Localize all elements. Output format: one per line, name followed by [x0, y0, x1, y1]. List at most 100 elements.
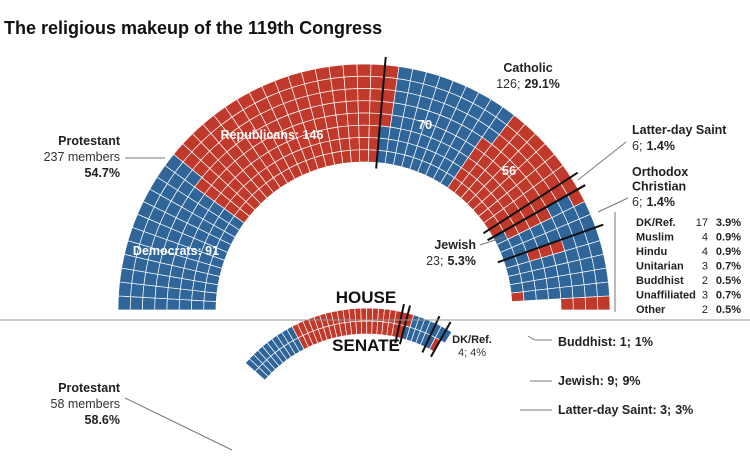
- small-group-name: Other: [636, 304, 666, 316]
- house-seat: [191, 289, 206, 302]
- house-seat: [332, 88, 347, 104]
- house-seat: [142, 284, 157, 299]
- house-seat: [118, 281, 133, 298]
- small-group-pct: 0.7%: [716, 290, 741, 302]
- house-seat: [154, 285, 169, 300]
- house-seat: [595, 281, 610, 298]
- senate-dkref-name: DK/Ref.: [452, 334, 492, 346]
- house-seat: [358, 124, 370, 138]
- senate-lds-label: Latter-day Saint: 3; 3%: [558, 403, 693, 417]
- house-seat: [349, 149, 361, 163]
- senate-seat: [355, 320, 363, 335]
- house-seat: [333, 101, 348, 116]
- senate-group-dividers: [394, 303, 452, 358]
- house-seat: [166, 287, 181, 300]
- house-jewish-name: Jewish: [434, 238, 476, 252]
- house-seat: [522, 289, 537, 302]
- house-group-dividers: [375, 56, 604, 264]
- house-seat: [358, 112, 370, 126]
- house-seat: [142, 296, 156, 311]
- house-seat: [521, 280, 536, 293]
- house-seat: [130, 282, 145, 298]
- orthodox-name: Orthodox Christian: [632, 165, 688, 194]
- house-lds-leader: [577, 141, 627, 181]
- senate-protestant-leader: [124, 397, 233, 451]
- senate-seat: [366, 307, 374, 322]
- house-seat: [348, 137, 360, 151]
- small-group-pct: 3.9%: [716, 217, 741, 229]
- democrats-label: Democrats: 91: [133, 244, 219, 258]
- republicans-label: Republicans: 146: [221, 128, 324, 142]
- small-groups-table: DK/Ref. 17 3.9% Muslim 4 0.9% Hindu 4 0.9% Unitar…: [636, 217, 741, 316]
- house-seat: [346, 112, 360, 127]
- house-protestant-pct: 54.7%: [85, 166, 120, 180]
- small-group-name: Unaffiliated: [636, 290, 696, 302]
- senate-protestant-name: Protestant: [58, 381, 121, 395]
- house-seat: [571, 284, 586, 299]
- house-protestant-name: Protestant: [58, 134, 121, 148]
- house-seat: [369, 88, 384, 102]
- senate-divider-0: [394, 303, 405, 344]
- house-seat: [178, 299, 193, 311]
- house-seat: [119, 267, 135, 284]
- senate-seat: [360, 307, 368, 322]
- house-seat: [358, 137, 370, 151]
- catholic-value: 126; 29.1%: [496, 77, 560, 91]
- house-seat: [191, 299, 205, 311]
- house-seat: [326, 126, 340, 142]
- house-seat: [319, 90, 335, 106]
- small-group-name: Hindu: [636, 246, 667, 258]
- small-group-count: 3: [702, 261, 708, 273]
- house-seat: [383, 64, 400, 80]
- catholic-name: Catholic: [503, 61, 552, 75]
- house-seat: [370, 63, 386, 78]
- house-seat: [343, 75, 359, 90]
- orthodox-leader: [597, 197, 629, 213]
- house-seat: [328, 64, 345, 80]
- house-seat: [596, 295, 611, 311]
- small-group-name: Unitarian: [636, 261, 684, 273]
- small-group-count: 2: [702, 275, 708, 287]
- house-seat: [382, 76, 398, 92]
- house-lds-name: Latter-day Saint: [632, 123, 727, 137]
- house-divider-0: [375, 56, 387, 169]
- house-seat: [572, 296, 586, 311]
- catholic-rep-count: 56: [502, 163, 516, 178]
- house-seat: [342, 63, 358, 78]
- house-seat: [380, 101, 395, 116]
- house-seat: [509, 282, 524, 294]
- house-seat: [131, 269, 147, 286]
- house-seat: [154, 297, 168, 311]
- senate-section-label: SENATE: [332, 336, 400, 355]
- house-seat: [534, 288, 549, 301]
- house-seat: [359, 149, 369, 163]
- house-seat: [203, 300, 217, 311]
- senate-protestant-dem-count: 20: [220, 372, 234, 387]
- house-seat: [369, 75, 385, 90]
- house-section-label: HOUSE: [336, 288, 396, 307]
- house-seat: [344, 88, 359, 102]
- house-divider-1: [482, 171, 579, 235]
- small-group-count: 2: [702, 304, 708, 316]
- small-group-name: Buddhist: [636, 275, 684, 287]
- house-seat: [143, 271, 159, 287]
- house-seat: [330, 76, 346, 92]
- house-seat: [581, 269, 597, 286]
- senate-buddhist-label: Buddhist: 1; 1%: [558, 335, 653, 349]
- house-seat: [129, 296, 144, 311]
- small-group-pct: 0.5%: [716, 304, 741, 316]
- small-group-count: 3: [702, 290, 708, 302]
- senate-dkref-value: 4; 4%: [458, 347, 486, 359]
- house-seat: [347, 124, 360, 139]
- house-seat: [357, 100, 371, 114]
- house-seat: [547, 287, 562, 300]
- senate-buddhist-leader: [527, 335, 552, 341]
- house-seat: [560, 297, 574, 311]
- house-seat: [117, 295, 132, 311]
- house-seat: [569, 271, 585, 287]
- small-group-pct: 0.9%: [716, 246, 741, 258]
- senate-seat-grid: [244, 307, 453, 381]
- house-seat: [337, 125, 350, 140]
- house-jewish-value: 23; 5.3%: [426, 254, 476, 268]
